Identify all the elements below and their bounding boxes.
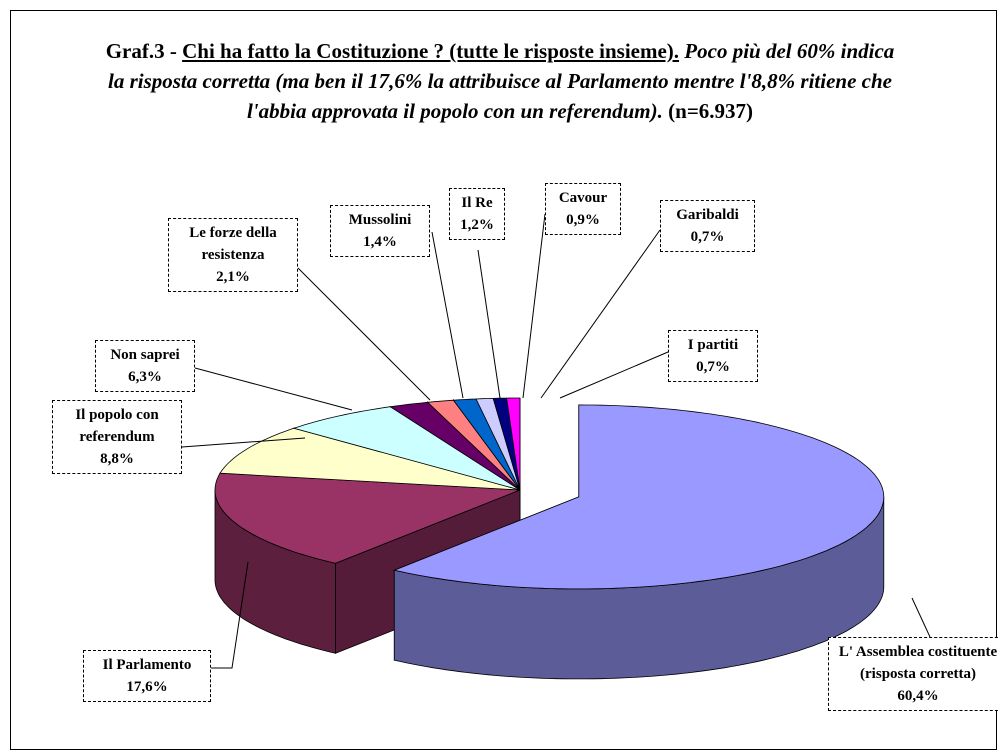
slice-label: Il Re 1,2%: [449, 188, 505, 240]
leader-line: [181, 437, 306, 448]
slice-label: Cavour 0,9%: [545, 183, 621, 235]
leader-line: [522, 213, 546, 399]
slice-label: Garibaldi 0,7%: [660, 200, 755, 252]
label-category: Mussolini: [348, 212, 412, 228]
label-value: 0,7%: [696, 359, 730, 375]
label-category: Le forze della resistenza: [189, 225, 277, 263]
title-question: Chi ha fatto la Costituzione ? (tutte le…: [182, 39, 680, 63]
label-value: 1,4%: [363, 234, 397, 250]
leader-line: [559, 351, 669, 399]
label-value: 0,9%: [566, 212, 600, 228]
label-category: Cavour: [558, 190, 608, 206]
slice: [214, 472, 521, 564]
label-value: 2,1%: [216, 269, 250, 285]
label-value: 1,2%: [460, 217, 494, 233]
label-value: 60,4%: [897, 688, 939, 704]
leader-line: [911, 597, 931, 638]
label-value: 0,7%: [690, 229, 725, 245]
slice: [389, 401, 521, 491]
leader-line: [540, 229, 661, 399]
label-value: 8,8%: [100, 451, 134, 467]
title-comment: Poco più del 60% indica la risposta corr…: [108, 39, 895, 123]
label-category: Il Parlamento: [102, 657, 192, 673]
slice-label: Le forze della resistenza 2,1%: [168, 218, 298, 292]
label-category: Il Re: [461, 195, 493, 211]
leader-line: [194, 367, 353, 411]
title-prefix: Graf.3 -: [105, 39, 177, 63]
leader-line: [477, 249, 501, 399]
label-value: 6,3%: [128, 369, 162, 385]
title-n: (n=6.937): [668, 99, 754, 123]
slice: [292, 406, 521, 491]
slice: [392, 404, 885, 590]
chart-title: Graf.3 - Chi ha fatto la Costituzione ? …: [100, 36, 900, 126]
leader-line: [297, 267, 431, 401]
slice-label: Il Parlamento 17,6%: [83, 650, 211, 702]
slice-label: Mussolini 1,4%: [330, 205, 430, 257]
slice-label: Il popolo con referendum 8,8%: [52, 400, 182, 474]
label-value: 17,6%: [126, 679, 168, 695]
leader-line: [431, 231, 464, 399]
leader-line: [211, 561, 249, 669]
label-category: Garibaldi: [676, 207, 739, 223]
slice: [506, 397, 521, 491]
slice: [219, 427, 521, 491]
slice-label: L' Assemblea costituente (risposta corre…: [828, 637, 1000, 711]
slice-label: I partiti 0,7%: [668, 330, 758, 382]
slice-label: Non saprei 6,3%: [95, 340, 195, 392]
label-category: L' Assemblea costituente (risposta corre…: [838, 644, 998, 682]
label-category: Il popolo con referendum: [75, 407, 159, 445]
label-category: Non saprei: [110, 347, 180, 363]
label-category: I partiti: [687, 337, 739, 353]
